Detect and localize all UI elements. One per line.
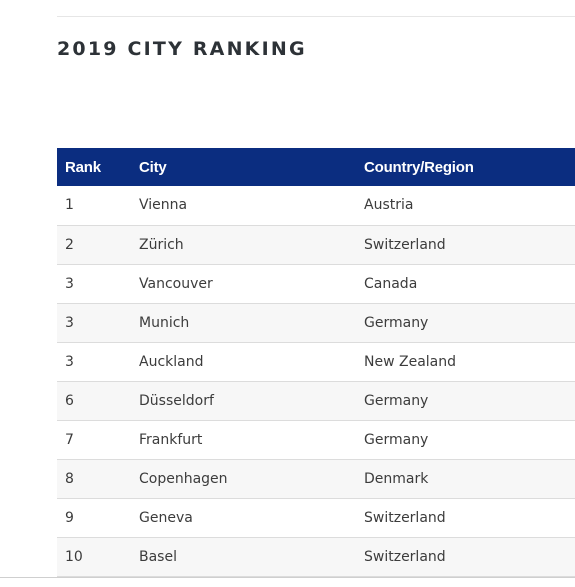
- table-row: 10 Basel Switzerland: [57, 537, 575, 576]
- cell-rank: 10: [65, 548, 83, 565]
- cell-country: Germany: [364, 392, 429, 409]
- cell-rank: 3: [65, 314, 74, 331]
- section-title: 2019 CITY RANKING: [57, 38, 307, 60]
- table-body: 1 Vienna Austria 2 Zürich Switzerland 3 …: [57, 186, 575, 576]
- cell-rank: 9: [65, 509, 74, 526]
- table-header: Rank City Country/Region: [57, 148, 575, 186]
- cell-rank: 3: [65, 353, 74, 370]
- cell-country: Switzerland: [364, 236, 446, 253]
- column-header-rank: Rank: [65, 158, 101, 176]
- cell-city: Vancouver: [139, 275, 213, 292]
- cell-rank: 1: [65, 197, 74, 214]
- cell-city: Düsseldorf: [139, 392, 214, 409]
- bottom-divider: [0, 577, 575, 578]
- city-ranking-table-container: Rank City Country/Region 1 Vienna Austri…: [57, 148, 575, 577]
- table-row: 3 Vancouver Canada: [57, 264, 575, 303]
- cell-country: Canada: [364, 275, 418, 292]
- table-row: 3 Auckland New Zealand: [57, 342, 575, 381]
- table-row: 9 Geneva Switzerland: [57, 498, 575, 537]
- cell-country: Switzerland: [364, 509, 446, 526]
- table-row: 1 Vienna Austria: [57, 186, 575, 225]
- table-row: 6 Düsseldorf Germany: [57, 381, 575, 420]
- cell-country: Austria: [364, 197, 414, 214]
- cell-city: Vienna: [139, 197, 188, 214]
- cell-country: Germany: [364, 431, 429, 448]
- top-divider: [57, 16, 575, 17]
- cell-country: Switzerland: [364, 548, 446, 565]
- cell-city: Copenhagen: [139, 470, 228, 487]
- cell-city: Frankfurt: [139, 431, 203, 448]
- table-row: 7 Frankfurt Germany: [57, 420, 575, 459]
- column-header-country: Country/Region: [364, 158, 474, 176]
- column-header-city: City: [139, 158, 167, 176]
- city-ranking-table: Rank City Country/Region 1 Vienna Austri…: [57, 148, 575, 577]
- table-row: 8 Copenhagen Denmark: [57, 459, 575, 498]
- cell-country: Denmark: [364, 470, 429, 487]
- cell-city: Basel: [139, 548, 177, 565]
- table-row: 2 Zürich Switzerland: [57, 225, 575, 264]
- cell-city: Auckland: [139, 353, 204, 370]
- cell-rank: 2: [65, 236, 74, 253]
- cell-city: Munich: [139, 314, 190, 331]
- table-header-row: Rank City Country/Region: [57, 148, 575, 186]
- cell-rank: 7: [65, 431, 74, 448]
- cell-country: Germany: [364, 314, 429, 331]
- cell-rank: 6: [65, 392, 74, 409]
- cell-rank: 8: [65, 470, 74, 487]
- cell-city: Zürich: [139, 236, 184, 253]
- table-row: 3 Munich Germany: [57, 303, 575, 342]
- cell-country: New Zealand: [364, 353, 456, 370]
- cell-rank: 3: [65, 275, 74, 292]
- cell-city: Geneva: [139, 509, 193, 526]
